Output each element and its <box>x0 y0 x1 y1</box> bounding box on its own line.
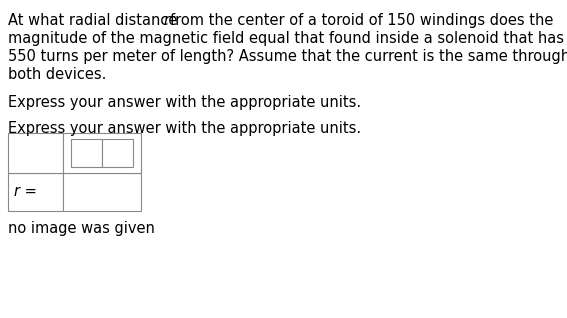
Text: r: r <box>163 13 169 28</box>
Bar <box>63 173 141 211</box>
Bar <box>8 133 63 173</box>
Bar <box>102 139 133 167</box>
Text: At what radial distance: At what radial distance <box>8 13 182 28</box>
Text: no image was given: no image was given <box>8 221 155 236</box>
Text: 550 turns per meter of length? Assume that the current is the same through: 550 turns per meter of length? Assume th… <box>8 49 567 64</box>
Text: from the center of a toroid of 150 windings does the: from the center of a toroid of 150 windi… <box>170 13 553 28</box>
Text: both devices.: both devices. <box>8 67 107 82</box>
Bar <box>71 139 102 167</box>
Text: r =: r = <box>14 184 37 199</box>
Text: magnitude of the magnetic field equal that found inside a solenoid that has: magnitude of the magnetic field equal th… <box>8 31 564 46</box>
Bar <box>8 173 63 211</box>
Text: Express your answer with the appropriate units.: Express your answer with the appropriate… <box>8 95 361 110</box>
Bar <box>63 133 141 173</box>
Text: Express your answer with the appropriate units.: Express your answer with the appropriate… <box>8 121 361 136</box>
